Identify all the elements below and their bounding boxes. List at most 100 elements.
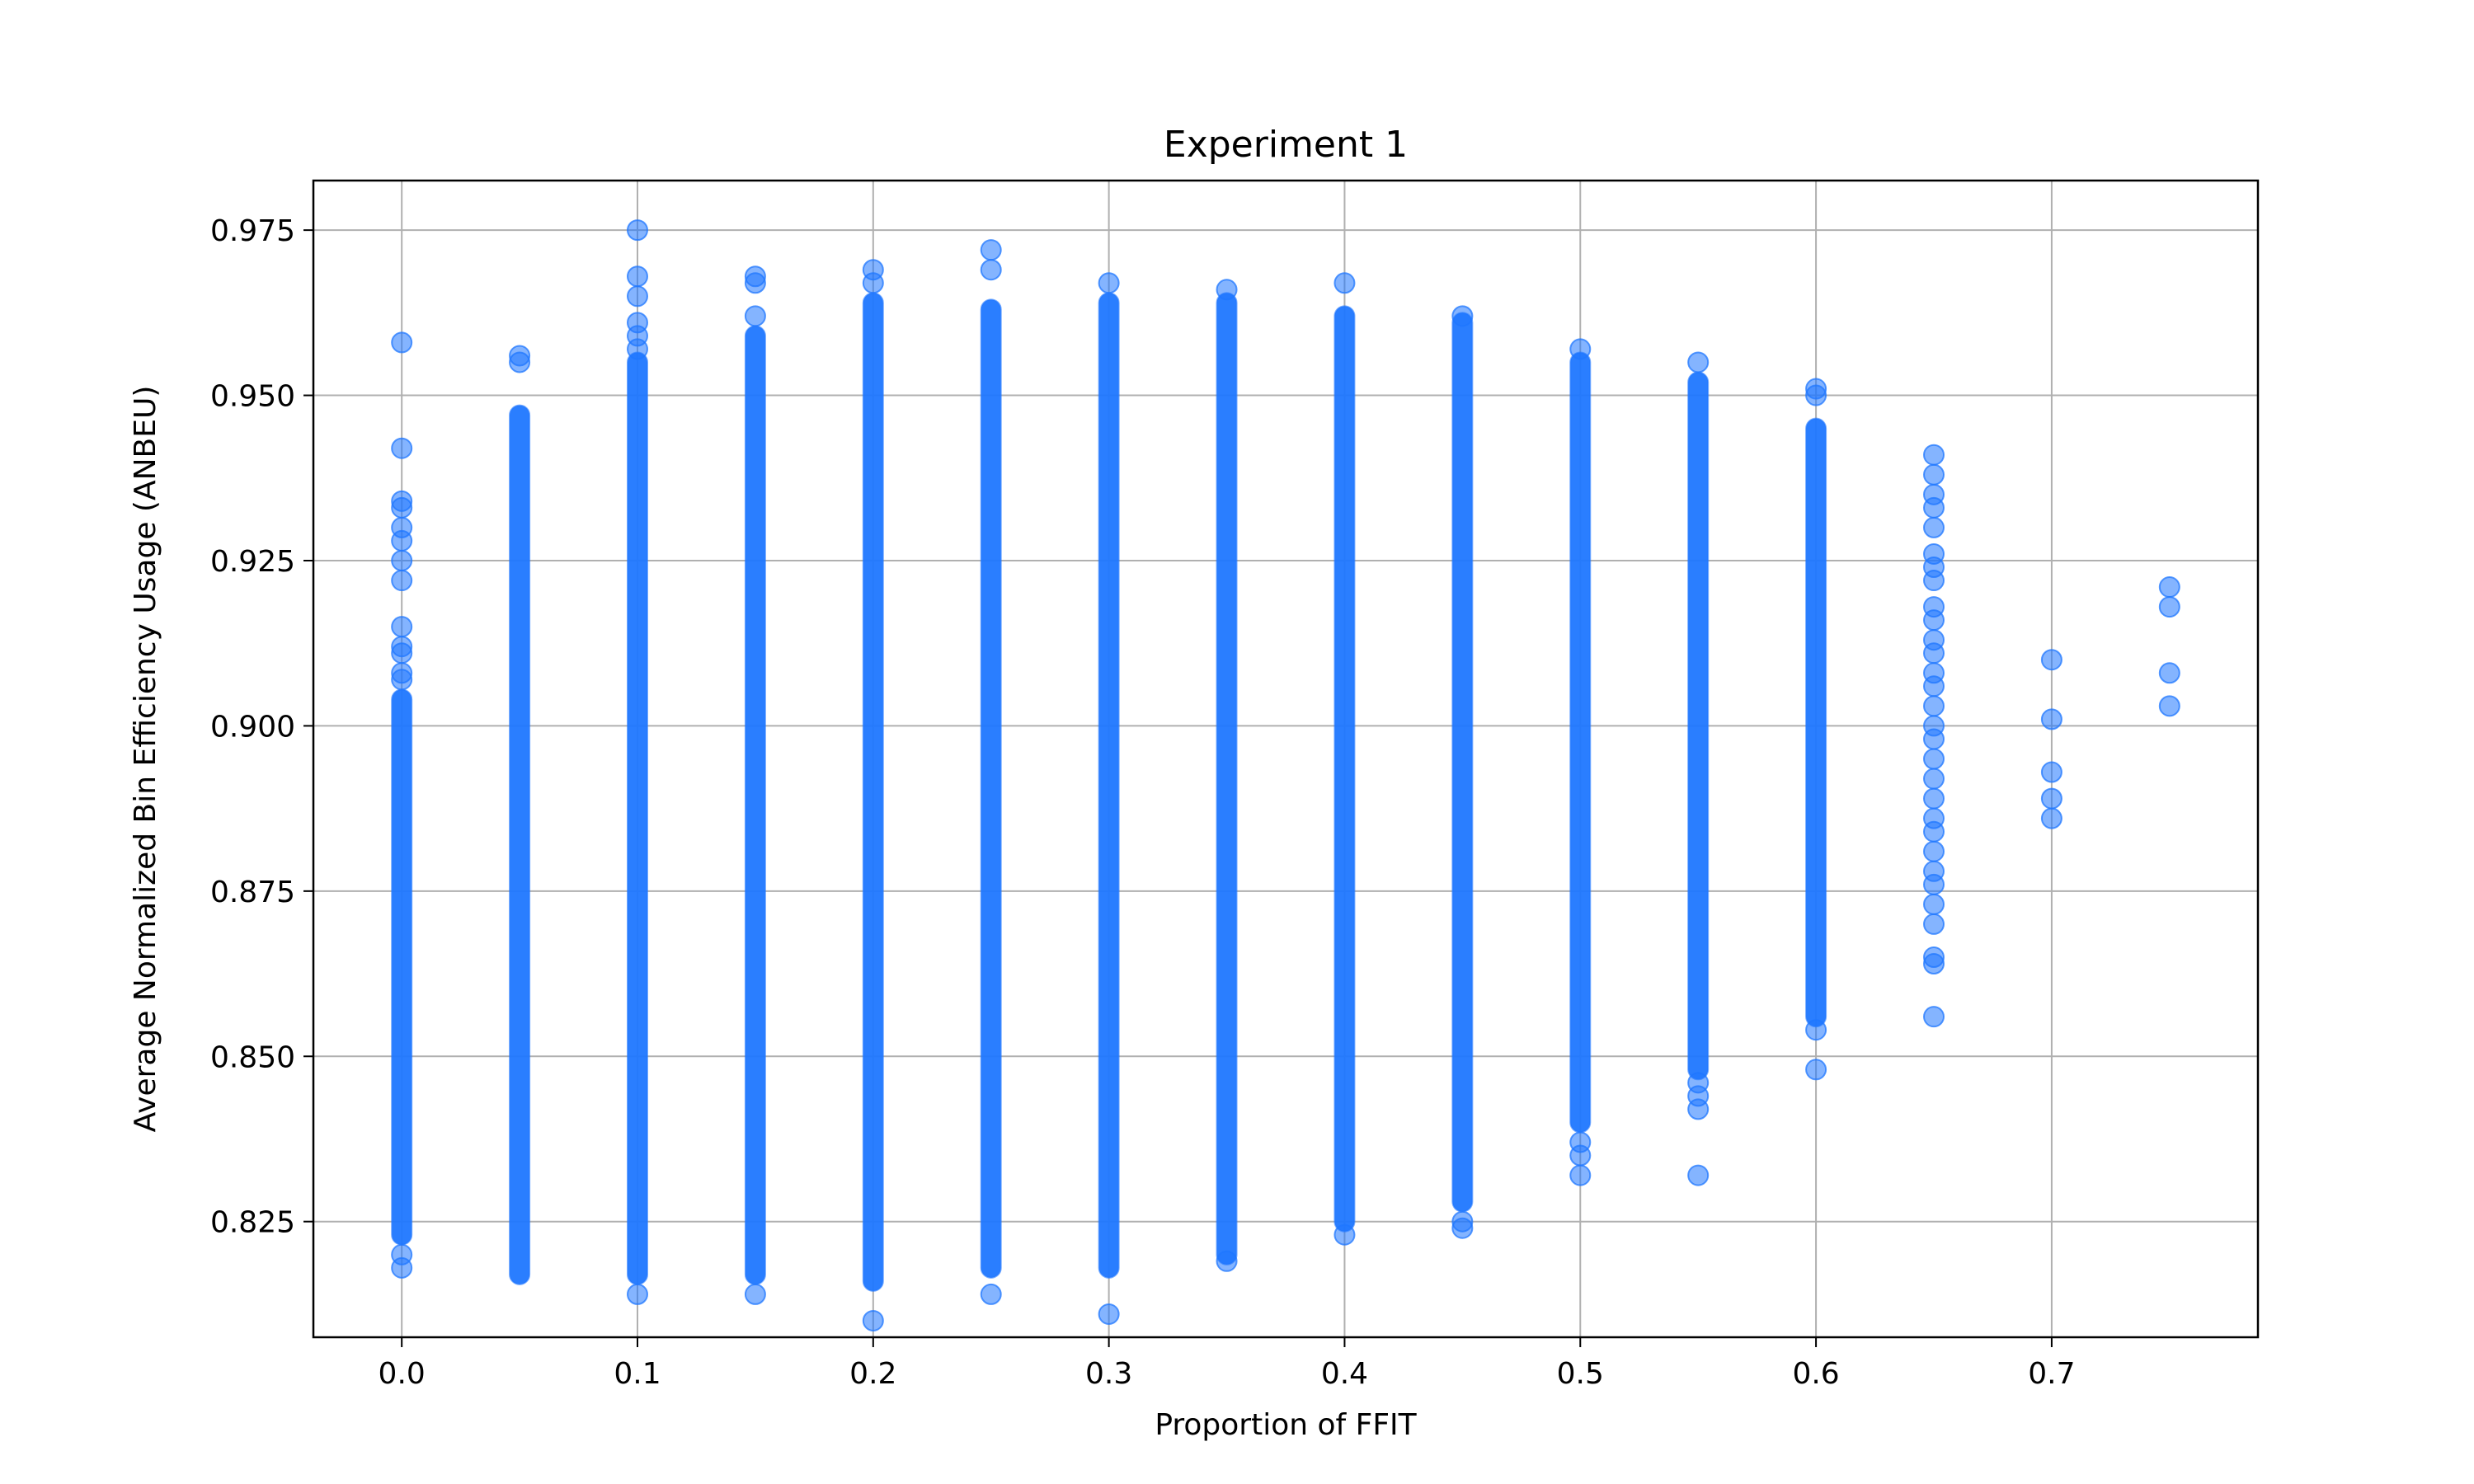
dense-point-column bbox=[744, 325, 766, 1285]
data-point bbox=[744, 1283, 766, 1305]
data-point bbox=[2040, 807, 2062, 829]
data-point bbox=[1923, 444, 1945, 466]
data-point bbox=[627, 265, 648, 288]
data-point bbox=[391, 570, 413, 592]
y-tick-label: 0.975 bbox=[210, 214, 295, 248]
data-point bbox=[1098, 1303, 1120, 1325]
data-point bbox=[1569, 338, 1592, 360]
data-point bbox=[627, 1283, 648, 1305]
data-point bbox=[2040, 787, 2062, 810]
data-point bbox=[1098, 272, 1120, 294]
x-axis-label: Proportion of FFIT bbox=[1155, 1408, 1417, 1442]
dense-point-column bbox=[1805, 417, 1827, 1028]
data-point bbox=[391, 529, 413, 552]
y-tick-label: 0.850 bbox=[210, 1040, 295, 1074]
data-point bbox=[1216, 279, 1238, 301]
data-point bbox=[627, 219, 648, 242]
dense-point-column bbox=[627, 351, 648, 1285]
y-axis-ticks: 0.825 0.850 0.875 0.900 0.925 0.950 0.975 bbox=[210, 214, 313, 1240]
plot-frame bbox=[312, 179, 2260, 1339]
data-point bbox=[744, 305, 766, 327]
data-point bbox=[391, 331, 413, 354]
x-axis-ticks: 0.0 0.1 0.2 0.3 0.4 0.5 0.6 0.7 bbox=[379, 1337, 2076, 1391]
data-point bbox=[1923, 748, 1945, 770]
data-point bbox=[1923, 840, 1945, 862]
y-tick-label: 0.875 bbox=[210, 876, 295, 909]
x-tick-label: 0.4 bbox=[1321, 1357, 1368, 1391]
data-point bbox=[391, 437, 413, 459]
data-point bbox=[744, 272, 766, 294]
data-point bbox=[1451, 1217, 1474, 1239]
data-point bbox=[1923, 695, 1945, 717]
data-point bbox=[1923, 642, 1945, 665]
data-point bbox=[980, 259, 1002, 281]
dense-point-column bbox=[391, 688, 413, 1246]
data-point bbox=[1923, 873, 1945, 895]
data-point bbox=[391, 1256, 413, 1279]
data-point bbox=[1923, 893, 1945, 915]
data-point bbox=[1923, 787, 1945, 810]
data-point bbox=[1805, 384, 1827, 406]
data-point bbox=[2040, 761, 2062, 783]
data-point bbox=[2158, 695, 2180, 717]
dense-point-column bbox=[509, 404, 531, 1285]
data-point bbox=[1923, 1006, 1945, 1028]
dense-point-column bbox=[1569, 351, 1592, 1134]
y-axis-label: Average Normalized Bin Efficiency Usage … bbox=[129, 386, 162, 1133]
data-point bbox=[1687, 1164, 1710, 1186]
data-point bbox=[1923, 728, 1945, 750]
data-point bbox=[1923, 516, 1945, 538]
data-point bbox=[1687, 1098, 1710, 1120]
data-point bbox=[1333, 272, 1356, 294]
data-point bbox=[980, 1283, 1002, 1305]
data-point bbox=[1687, 351, 1710, 373]
data-point bbox=[509, 351, 531, 373]
data-point bbox=[2158, 662, 2180, 684]
data-point bbox=[1805, 1059, 1827, 1081]
data-point bbox=[1923, 463, 1945, 486]
x-tick-label: 0.1 bbox=[614, 1357, 661, 1391]
data-point bbox=[391, 549, 413, 571]
y-tick-label: 0.825 bbox=[210, 1206, 295, 1240]
data-point bbox=[980, 239, 1002, 261]
data-point bbox=[1923, 570, 1945, 592]
data-point bbox=[391, 496, 413, 519]
data-point bbox=[391, 642, 413, 665]
dense-point-column bbox=[1687, 371, 1710, 1081]
data-point bbox=[2158, 596, 2180, 618]
data-points bbox=[391, 219, 2180, 1331]
x-tick-label: 0.3 bbox=[1085, 1357, 1132, 1391]
data-point bbox=[1923, 496, 1945, 519]
data-point bbox=[1805, 1019, 1827, 1041]
data-point bbox=[1333, 1223, 1356, 1246]
x-tick-label: 0.5 bbox=[1557, 1357, 1604, 1391]
dense-point-column bbox=[1098, 292, 1120, 1279]
data-point bbox=[862, 1309, 884, 1331]
data-point bbox=[1216, 1250, 1238, 1272]
dense-point-column bbox=[980, 298, 1002, 1279]
y-tick-label: 0.900 bbox=[210, 710, 295, 744]
data-point bbox=[2040, 708, 2062, 730]
data-point bbox=[1923, 609, 1945, 632]
data-point bbox=[1923, 913, 1945, 935]
dense-point-column bbox=[1451, 312, 1474, 1213]
x-tick-label: 0.0 bbox=[379, 1357, 426, 1391]
data-point bbox=[1923, 675, 1945, 697]
y-tick-label: 0.950 bbox=[210, 380, 295, 414]
data-point bbox=[2158, 576, 2180, 599]
data-point bbox=[391, 669, 413, 691]
data-point bbox=[627, 285, 648, 308]
x-tick-label: 0.7 bbox=[2028, 1357, 2075, 1391]
data-point bbox=[391, 616, 413, 638]
dense-point-column bbox=[1333, 305, 1356, 1233]
data-point bbox=[1923, 820, 1945, 843]
data-point bbox=[1451, 305, 1474, 327]
x-tick-label: 0.6 bbox=[1792, 1357, 1839, 1391]
data-point bbox=[862, 272, 884, 294]
data-point bbox=[1923, 768, 1945, 790]
x-tick-label: 0.2 bbox=[849, 1357, 896, 1391]
data-point bbox=[1569, 1164, 1592, 1186]
dense-point-column bbox=[862, 292, 884, 1292]
dense-point-column bbox=[1216, 292, 1238, 1266]
data-point bbox=[2040, 649, 2062, 671]
